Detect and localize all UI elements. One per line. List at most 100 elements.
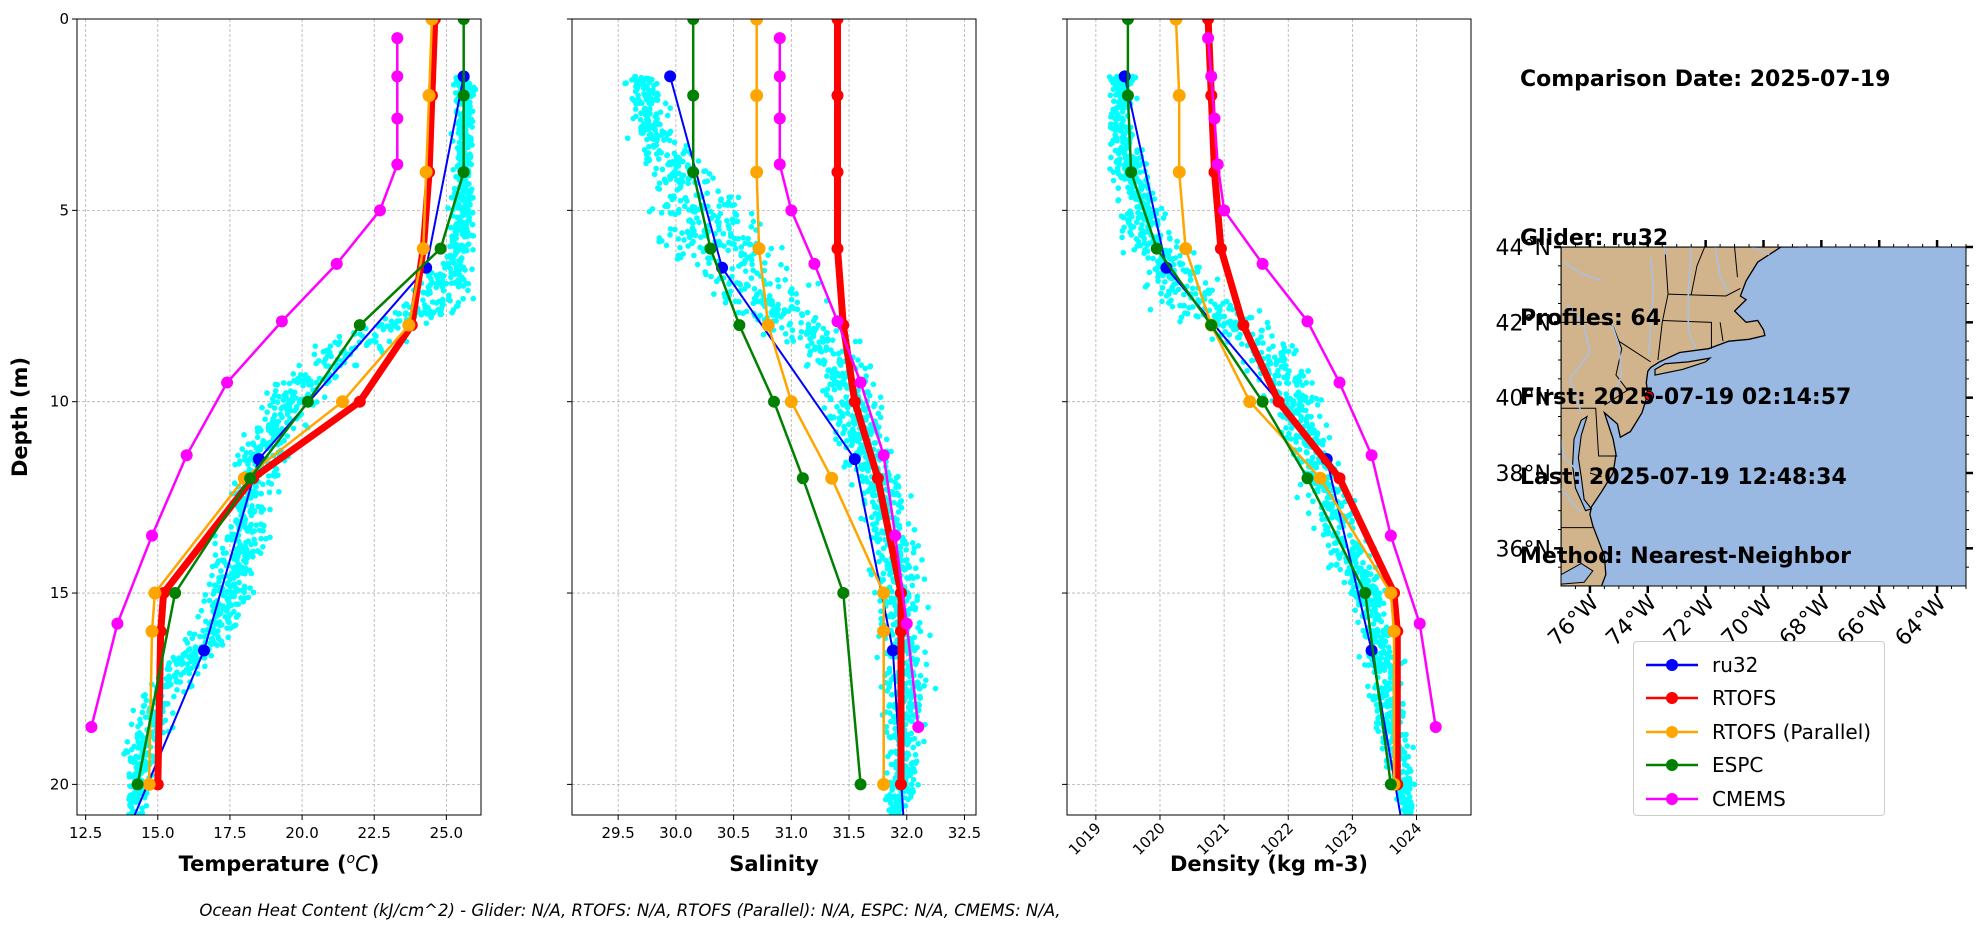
glider-scatter-point — [887, 702, 893, 708]
glider-scatter-point — [276, 488, 282, 495]
glider-scatter-point — [1324, 495, 1331, 501]
glider-scatter-point — [465, 104, 472, 110]
glider-scatter-point — [664, 202, 671, 209]
glider-scatter-point — [1404, 743, 1411, 749]
glider-scatter-point — [675, 236, 682, 242]
glider-scatter-point — [911, 634, 918, 641]
legend-item-ru32: ru32 — [1642, 648, 1884, 682]
glider-scatter-point — [870, 381, 877, 388]
glider-scatter-point — [386, 338, 393, 345]
glider-scatter-point — [1333, 539, 1340, 546]
glider-scatter-point — [286, 380, 293, 387]
glider-scatter-point — [1352, 540, 1358, 547]
glider-scatter-point — [893, 474, 900, 481]
glider-scatter-point — [251, 508, 258, 514]
glider-scatter-point — [170, 710, 176, 716]
glider-scatter-point — [1146, 269, 1153, 276]
glider-scatter-point — [903, 547, 909, 553]
glider-scatter-point — [236, 505, 242, 511]
glider-scatter-point — [1313, 464, 1320, 471]
glider-scatter-point — [695, 158, 702, 164]
glider-scatter-point — [874, 531, 881, 537]
glider-scatter-point — [710, 175, 716, 181]
glider-scatter-point — [324, 353, 331, 359]
glider-scatter-point — [694, 215, 700, 221]
glider-scatter-point — [1377, 650, 1384, 656]
glider-scatter-point — [1260, 340, 1266, 346]
glider-scatter-point — [727, 288, 734, 295]
glider-scatter-point — [470, 246, 476, 253]
glider-scatter-point — [1254, 337, 1261, 344]
glider-scatter-point — [1147, 306, 1154, 313]
glider-scatter-point — [438, 272, 445, 278]
series-point-cmems — [391, 70, 404, 83]
series-point-rtofs-parallel- — [761, 318, 775, 332]
glider-scatter-point — [219, 545, 226, 552]
glider-scatter-point — [797, 334, 804, 341]
glider-scatter-point — [1378, 685, 1384, 691]
series-point-espc — [1125, 166, 1138, 179]
glider-scatter-point — [1402, 799, 1409, 806]
glider-scatter-point — [1122, 124, 1128, 130]
glider-scatter-point — [789, 327, 796, 334]
glider-scatter-point — [469, 194, 476, 201]
glider-scatter-point — [272, 388, 279, 394]
glider-scatter-point — [858, 515, 864, 522]
glider-scatter-point — [385, 323, 391, 329]
glider-scatter-point — [679, 179, 686, 185]
glider-scatter-point — [191, 631, 198, 638]
glider-scatter-point — [858, 473, 865, 480]
glider-scatter-point — [200, 627, 206, 634]
river — [1687, 247, 1697, 349]
glider-scatter-point — [290, 394, 296, 400]
series-point-rtofs — [1202, 19, 1215, 25]
glider-scatter-point — [1184, 268, 1191, 274]
glider-scatter-point — [282, 403, 288, 409]
glider-scatter-point — [1119, 234, 1125, 241]
glider-scatter-point — [127, 783, 133, 789]
glider-scatter-point — [1304, 449, 1310, 456]
glider-scatter-point — [445, 295, 452, 302]
series-point-rtofs-parallel- — [142, 777, 156, 791]
glider-scatter-point — [290, 371, 297, 377]
glider-scatter-point — [666, 130, 673, 137]
glider-scatter-point — [184, 661, 191, 667]
glider-scatter-point — [1335, 460, 1342, 467]
glider-scatter-point — [1269, 333, 1275, 339]
map-lat-label: 44°N — [1496, 236, 1551, 261]
glider-scatter-point — [648, 100, 655, 107]
glider-scatter-point — [421, 289, 428, 296]
glider-scatter-point — [235, 553, 241, 560]
glider-scatter-point — [165, 700, 171, 707]
glider-scatter-point — [128, 721, 135, 728]
glider-scatter-point — [1256, 307, 1263, 314]
glider-scatter-point — [465, 99, 472, 105]
glider-scatter-point — [275, 418, 282, 425]
glider-scatter-point — [1352, 607, 1358, 614]
glider-scatter-point — [1212, 301, 1218, 308]
glider-scatter-point — [798, 328, 805, 335]
state-border — [1690, 247, 1706, 295]
glider-scatter-point — [824, 373, 830, 379]
glider-scatter-point — [805, 282, 812, 288]
glider-scatter-point — [1194, 269, 1201, 275]
glider-scatter-point — [1407, 780, 1413, 787]
glider-scatter-point — [1115, 171, 1122, 177]
glider-scatter-point — [178, 657, 185, 663]
glider-scatter-point — [1280, 358, 1287, 364]
glider-scatter-point — [378, 346, 384, 353]
glider-scatter-point — [451, 185, 458, 192]
glider-scatter-point — [788, 296, 795, 303]
glider-scatter-point — [1405, 790, 1411, 796]
glider-scatter-point — [667, 232, 673, 238]
glider-scatter-point — [735, 194, 742, 201]
glider-scatter-point — [891, 732, 897, 739]
glider-scatter-point — [276, 393, 282, 400]
series-point-espc — [1301, 472, 1314, 485]
glider-scatter-point — [225, 619, 232, 625]
glider-scatter-point — [884, 562, 891, 569]
glider-scatter-point — [1151, 196, 1158, 202]
glider-scatter-point — [775, 277, 781, 283]
glider-scatter-point — [253, 490, 260, 496]
series-point-rtofs-parallel- — [1172, 165, 1186, 179]
